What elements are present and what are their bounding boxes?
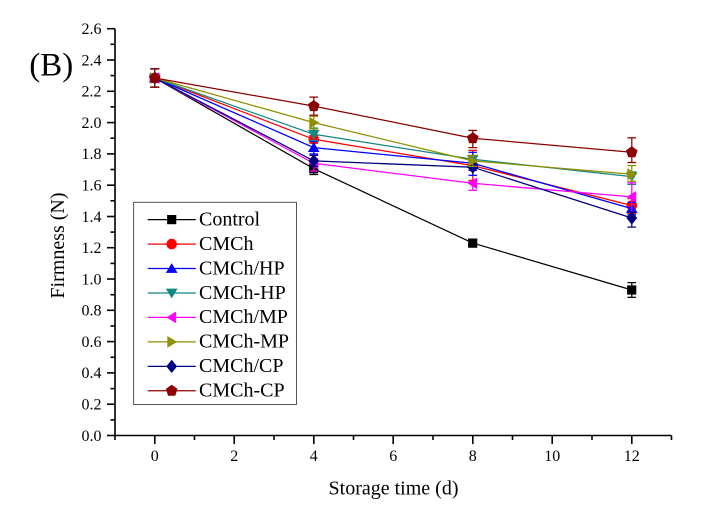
svg-text:0.8: 0.8 xyxy=(82,303,102,320)
svg-text:12: 12 xyxy=(624,448,640,465)
svg-text:1.4: 1.4 xyxy=(82,209,102,226)
svg-text:0: 0 xyxy=(151,448,159,465)
svg-text:0.0: 0.0 xyxy=(82,428,102,445)
svg-text:2.6: 2.6 xyxy=(82,21,102,38)
svg-text:CMCh-MP: CMCh-MP xyxy=(199,331,289,353)
svg-text:0.6: 0.6 xyxy=(82,334,102,351)
svg-text:Firmness (N): Firmness (N) xyxy=(47,192,69,298)
svg-text:4: 4 xyxy=(310,448,318,465)
svg-text:CMCh/HP: CMCh/HP xyxy=(199,257,285,279)
svg-text:8: 8 xyxy=(469,448,477,465)
svg-text:0.4: 0.4 xyxy=(82,365,102,382)
svg-text:1.2: 1.2 xyxy=(82,240,102,257)
svg-text:0.2: 0.2 xyxy=(82,397,102,414)
svg-text:2.0: 2.0 xyxy=(82,115,102,132)
svg-text:1.6: 1.6 xyxy=(82,178,102,195)
svg-text:10: 10 xyxy=(544,448,560,465)
svg-text:CMCh: CMCh xyxy=(199,233,253,255)
svg-text:1.8: 1.8 xyxy=(82,146,102,163)
svg-text:CMCh/CP: CMCh/CP xyxy=(199,355,283,377)
svg-text:CMCh/MP: CMCh/MP xyxy=(199,306,288,328)
svg-text:Storage time (d): Storage time (d) xyxy=(329,477,459,499)
svg-text:CMCh-CP: CMCh-CP xyxy=(199,380,285,402)
svg-text:(B): (B) xyxy=(29,48,73,84)
svg-text:CMCh-HP: CMCh-HP xyxy=(199,282,286,304)
svg-text:1.0: 1.0 xyxy=(82,271,102,288)
svg-text:2.2: 2.2 xyxy=(82,84,102,101)
svg-text:2: 2 xyxy=(230,448,238,465)
svg-text:Control: Control xyxy=(199,208,261,230)
svg-text:6: 6 xyxy=(389,448,397,465)
svg-text:2.4: 2.4 xyxy=(82,52,102,69)
